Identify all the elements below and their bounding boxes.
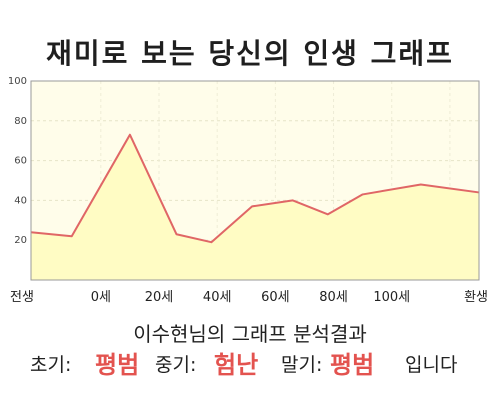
area-fill [31,134,479,280]
middle-label: 중기: [155,354,197,376]
plot-border [30,80,480,281]
series-line [30,133,480,244]
x-tick-label: 환생 [464,290,488,305]
analysis-subtitle: 이수현님의 그래프 분석결과 [133,322,367,346]
chart-title: 재미로 보는 당신의 인생 그래프 [46,37,454,70]
x-tick-label: 100세 [373,290,410,305]
x-tick-label: 전생 [10,290,34,305]
analysis-result: 초기: 평범 중기: 험난 말기: 평범 입니다 [0,348,500,382]
early-label: 초기: [30,354,72,376]
late-label: 말기: [281,354,323,376]
x-axis-ticks: 전생 0세 20세 40세 60세 80세 100세 환생 [10,290,488,305]
x-tick-label: 80세 [319,290,348,305]
y-tick-label: 80 [14,116,27,127]
middle-value: 험난 [214,351,259,379]
y-tick-label: 100 [8,76,27,87]
x-tick-label: 20세 [145,290,174,305]
result-suffix: 입니다 [405,354,458,376]
y-axis-ticks: 20 40 60 80 100 [8,76,27,246]
x-tick-label: 60세 [261,290,290,305]
late-value: 평범 [330,351,375,379]
y-tick-label: 40 [14,195,27,206]
y-tick-label: 60 [14,156,27,167]
x-tick-label: 0세 [91,290,111,305]
x-tick-label: 40세 [203,290,232,305]
early-value: 평범 [95,351,140,379]
y-tick-label: 20 [14,235,27,246]
